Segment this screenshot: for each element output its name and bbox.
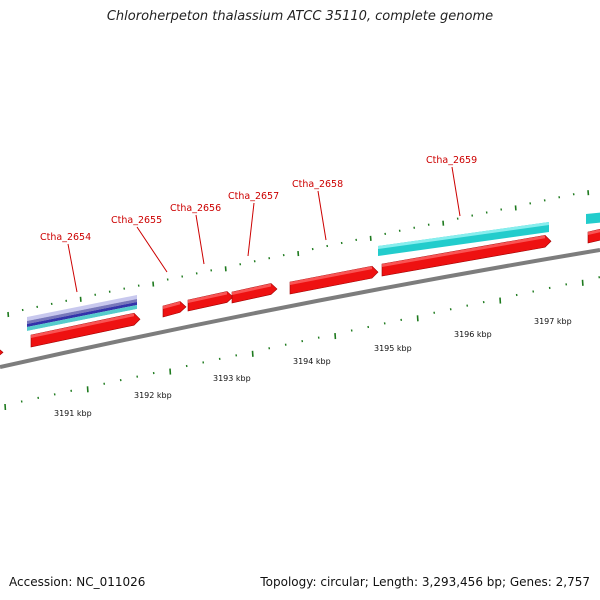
gene-label-ctha-2659: Ctha_2659: [426, 155, 477, 166]
kbp-tick-label: 3197 kbp: [534, 317, 572, 326]
gene-arrow-2658: [289, 265, 379, 295]
feature-band-cyan-highlight: [378, 222, 549, 249]
gene-label-ctha-2658: Ctha_2658: [292, 179, 343, 190]
gene-arrow-2657-body: [231, 283, 278, 304]
gene-arrow-2658-body: [289, 265, 379, 295]
gene-arrow-2654-highlight: [31, 313, 134, 338]
gene-arrow-prev: [0, 349, 4, 356]
gene-label-ctha-2654: Ctha_2654: [40, 232, 91, 243]
leader-line-ctha-2654: [67, 243, 78, 293]
genome-backbone: [0, 248, 600, 369]
accession-text: Accession: NC_011026: [9, 575, 146, 589]
gene-arrow-2656-highlight: [188, 291, 227, 303]
gene-label-ctha-2655: Ctha_2655: [111, 215, 162, 226]
kbp-tick-label: 3195 kbp: [374, 344, 412, 353]
gene-arrow-2655-highlight: [163, 301, 180, 309]
feature-band-teal: [27, 305, 137, 331]
feature-band-purple: [27, 299, 137, 324]
kbp-tick-label: 3193 kbp: [213, 374, 251, 383]
leader-line-ctha-2655: [136, 226, 168, 273]
gene-arrow-next: [587, 228, 600, 244]
gene-arrow-2658-highlight: [290, 266, 372, 285]
gene-arrow-2656: [187, 291, 234, 312]
kbp-tick-label: 3191 kbp: [54, 409, 92, 418]
gene-arrow-prev-body: [0, 349, 4, 356]
kbp-tick-label: 3196 kbp: [454, 330, 492, 339]
feature-band-gap: [27, 309, 137, 333]
gene-arrow-2657: [231, 283, 278, 304]
leader-line-ctha-2659: [451, 166, 461, 217]
gene-arrow-2659: [381, 234, 552, 277]
gene-arrow-2659-body: [381, 234, 552, 277]
genome-summary-text: Topology: circular; Length: 3,293,456 bp…: [260, 575, 590, 589]
feature-band-lavender: [27, 295, 137, 321]
gene-arrow-2657-highlight: [232, 283, 271, 295]
gene-label-ctha-2657: Ctha_2657: [228, 191, 279, 202]
genome-title: Chloroherpeton thalassium ATCC 35110, co…: [106, 9, 494, 24]
gene-arrow-2654: [30, 312, 141, 348]
gene-arrow-2655: [162, 301, 187, 318]
gene-arrow-next-highlight: [588, 229, 600, 235]
kbp-tick-label: 3194 kbp: [293, 357, 331, 366]
gene-arrow-2659-highlight: [382, 235, 545, 267]
kbp-tick-label: 3192 kbp: [134, 391, 172, 400]
upper-tick-track: [7, 190, 590, 318]
gene-label-ctha-2656: Ctha_2656: [170, 203, 221, 214]
gene-arrow-2656-body: [187, 291, 234, 312]
feature-band-navy: [27, 302, 137, 327]
feature-band-cyan-next: [586, 212, 600, 224]
leader-line-ctha-2657: [247, 202, 255, 257]
leader-line-ctha-2658: [317, 190, 327, 241]
lower-tick-track: [4, 276, 600, 411]
leader-line-ctha-2656: [195, 214, 205, 265]
